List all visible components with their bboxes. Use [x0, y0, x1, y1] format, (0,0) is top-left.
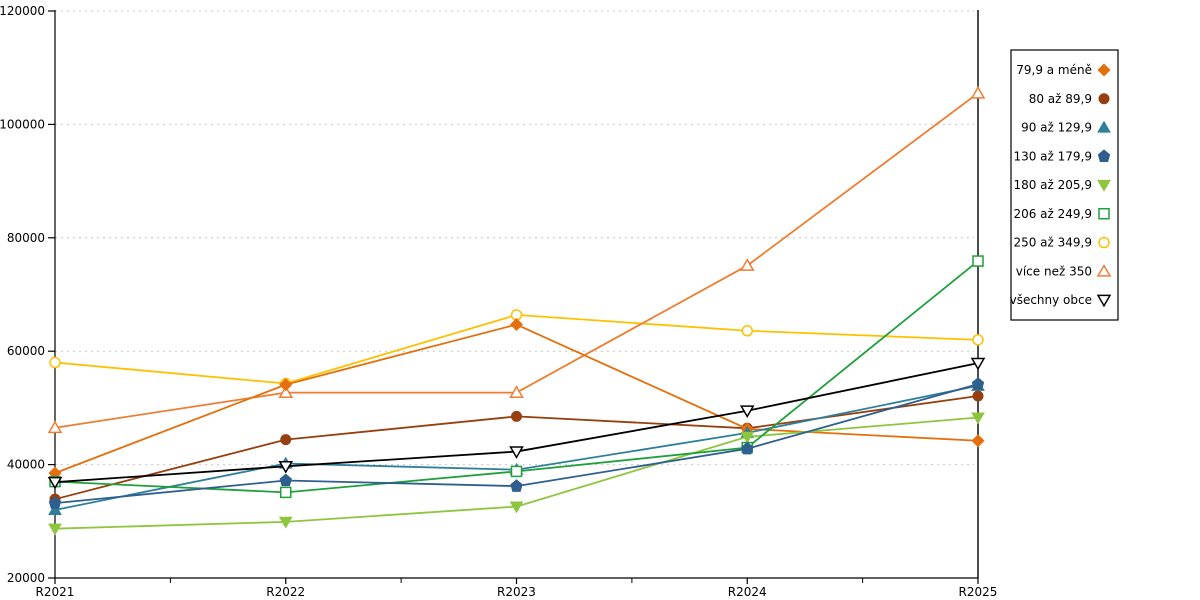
pentagon-icon	[1097, 149, 1111, 162]
data-point-marker	[278, 516, 293, 529]
data-point-marker	[972, 390, 984, 402]
circle-icon	[1098, 93, 1110, 105]
data-point-marker	[49, 356, 61, 369]
legend-item-label: všechny obce	[1010, 293, 1092, 307]
data-point-marker	[741, 441, 754, 455]
data-point-marker	[971, 412, 985, 425]
data-point-marker	[48, 496, 62, 509]
legend-item-label: 90 až 129,9	[1021, 121, 1092, 135]
y-tick-label: 80000	[7, 231, 45, 245]
data-point-marker	[279, 473, 292, 487]
legend-item-label: 206 až 249,9	[1013, 207, 1092, 221]
data-point-marker	[739, 258, 755, 271]
y-tick-label: 20000	[7, 571, 45, 585]
data-point-marker	[509, 318, 524, 332]
legend-item-label: 180 až 205,9	[1013, 178, 1092, 192]
data-point-marker	[741, 325, 753, 337]
y-tick-label: 120000	[0, 4, 45, 18]
circle-open-icon	[1098, 236, 1110, 249]
data-point-marker	[972, 255, 984, 267]
x-tick-label: R2024	[728, 585, 767, 599]
legend-item-label: 80 až 89,9	[1029, 92, 1092, 106]
data-point-marker	[511, 410, 522, 422]
data-point-marker	[48, 523, 62, 536]
legend-item-label: 250 až 349,9	[1013, 236, 1092, 250]
data-point-marker	[740, 431, 755, 444]
data-point-marker	[279, 378, 293, 392]
x-tick-label: R2023	[497, 585, 536, 599]
y-tick-label: 100000	[0, 117, 45, 131]
triangle-up-icon	[1097, 120, 1111, 133]
legend-item-label: 79,9 a méně	[1016, 63, 1092, 77]
data-point-marker	[278, 460, 294, 474]
triangle-down-open-icon	[1096, 294, 1112, 308]
y-tick-label: 60000	[7, 344, 45, 358]
data-point-marker	[509, 385, 524, 398]
x-tick-label: R2025	[959, 585, 998, 599]
triangle-up-open-icon	[1096, 263, 1112, 277]
data-point-marker	[509, 446, 524, 459]
legend-item-label: 130 až 179,9	[1013, 149, 1092, 163]
diamond-icon	[1097, 63, 1111, 77]
data-point-marker	[48, 503, 62, 516]
data-point-marker	[280, 486, 292, 499]
data-point-marker	[47, 476, 63, 490]
x-tick-label: R2022	[266, 585, 305, 599]
data-point-marker	[510, 479, 523, 492]
data-point-marker	[278, 385, 294, 398]
data-point-marker	[47, 420, 63, 434]
data-point-marker	[510, 465, 523, 478]
data-point-marker	[972, 334, 984, 346]
data-point-marker	[971, 377, 985, 390]
y-tick-label: 40000	[7, 458, 45, 472]
triangle-down-icon	[1097, 179, 1111, 192]
data-point-marker	[970, 85, 986, 99]
data-point-marker	[971, 434, 985, 448]
data-point-marker	[509, 501, 524, 514]
data-point-marker	[970, 357, 986, 371]
series-line-8	[54, 92, 979, 429]
square-open-icon	[1098, 208, 1110, 220]
legend-item-label: více než 350	[1016, 264, 1092, 278]
data-point-marker	[280, 434, 292, 446]
data-point-marker	[739, 405, 755, 419]
x-tick-label: R2021	[36, 585, 75, 599]
